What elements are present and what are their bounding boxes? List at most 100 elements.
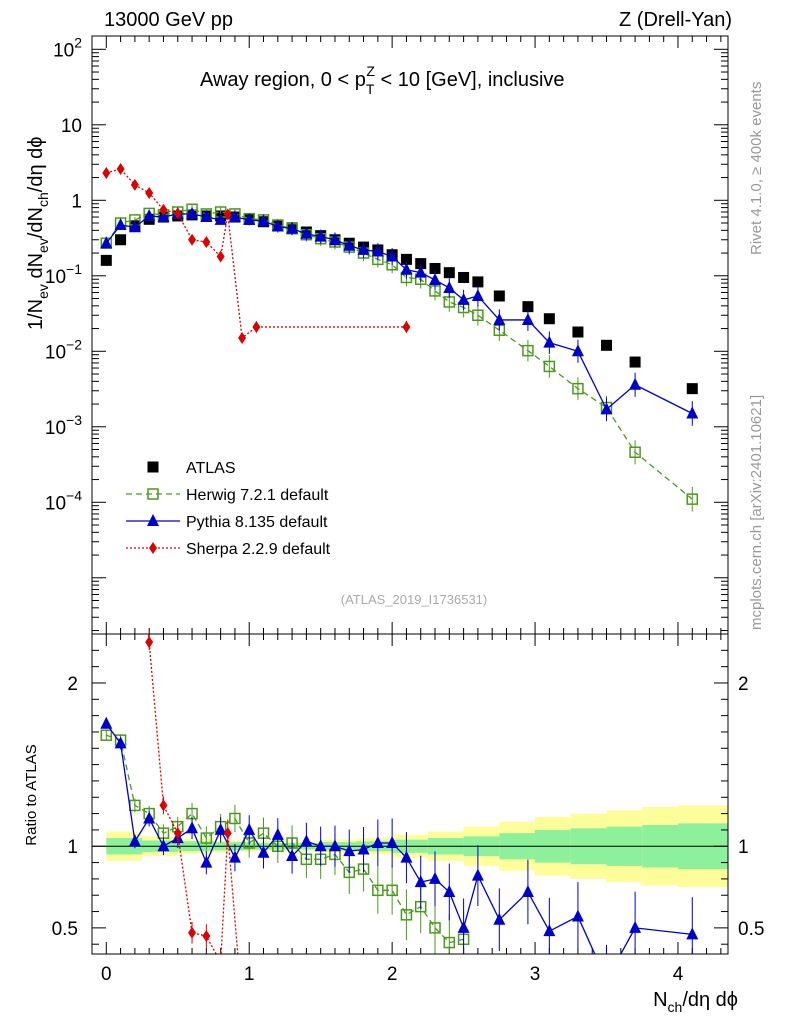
ratio-point xyxy=(114,736,127,749)
main-point xyxy=(286,221,299,234)
main-point xyxy=(100,236,113,249)
ratio-point xyxy=(300,834,313,847)
ratio-point xyxy=(429,871,442,884)
legend-label-2: Pythia 8.135 default xyxy=(186,514,328,531)
main-point xyxy=(629,356,641,368)
ratio-point xyxy=(357,842,370,855)
main-point xyxy=(686,383,698,395)
main-point xyxy=(458,271,470,283)
main-point xyxy=(343,238,356,251)
main-point xyxy=(216,250,225,263)
main-point xyxy=(328,232,341,245)
ratio-point xyxy=(386,835,399,848)
main-point xyxy=(238,331,247,344)
main-point xyxy=(443,280,456,293)
main-point xyxy=(386,249,399,262)
main-point xyxy=(102,166,111,179)
ratio-point xyxy=(217,956,225,968)
main-point xyxy=(600,402,613,415)
main-point xyxy=(130,178,139,191)
main-point xyxy=(357,242,370,255)
ratio-point xyxy=(571,909,584,922)
ratio-point xyxy=(238,1000,246,1012)
main-point xyxy=(572,326,584,338)
ratio-point xyxy=(186,821,199,834)
main-point xyxy=(543,360,556,373)
main-y-tick-label: 10−4 xyxy=(45,487,82,514)
main-point xyxy=(257,214,270,227)
ratio-point xyxy=(286,849,299,862)
main-point xyxy=(186,206,199,219)
ratio-point xyxy=(200,832,213,844)
main-point xyxy=(457,292,470,305)
legend-label-3: Sherpa 2.2.9 default xyxy=(186,541,331,558)
legend-marker xyxy=(147,488,159,500)
main-point xyxy=(472,276,484,288)
ratio-y-tick-label: 0.5 xyxy=(52,919,78,940)
ratio-point xyxy=(386,884,398,897)
main-point xyxy=(443,267,455,279)
main-y-tick-label: 1 xyxy=(71,191,82,212)
main-point xyxy=(228,210,241,223)
ratio-panel-frame xyxy=(91,633,729,955)
ratio-y-tick-label-right: 2 xyxy=(738,674,749,695)
main-line-2 xyxy=(105,213,693,415)
ratio-point xyxy=(145,636,154,649)
plot-title: Away region, 0 < pTZ < 10 [GeV], inclusi… xyxy=(200,63,565,97)
ratio-point xyxy=(471,868,484,881)
main-point xyxy=(686,406,699,419)
ratio-point xyxy=(457,920,470,933)
main-y-tick-label: 10−3 xyxy=(45,412,82,439)
main-point xyxy=(471,288,484,301)
ratio-point xyxy=(188,926,197,939)
ratio-point xyxy=(223,827,232,840)
ratio-point xyxy=(328,839,341,852)
main-point xyxy=(128,220,141,233)
ratio-point xyxy=(314,839,327,852)
main-point xyxy=(522,301,534,313)
main-point xyxy=(543,313,555,325)
main-point xyxy=(314,229,327,242)
x-tick-label: 3 xyxy=(530,964,541,985)
ratio-point xyxy=(493,912,506,925)
analysis-watermark: (ATLAS_2019_I1736531) xyxy=(341,592,487,607)
main-y-tick-label: 102 xyxy=(53,34,82,61)
ratio-point xyxy=(429,922,441,934)
ratio-point xyxy=(228,850,241,863)
ratio-point xyxy=(159,799,168,812)
x-tick-label: 1 xyxy=(244,964,255,985)
ratio-point xyxy=(243,822,256,835)
ratio-point xyxy=(252,999,260,1011)
main-point xyxy=(493,290,505,302)
main-y-tick-label: 10 xyxy=(61,116,82,137)
legend-marker xyxy=(147,514,159,526)
main-point xyxy=(400,253,412,265)
ratio-point xyxy=(229,812,241,825)
ratio-point xyxy=(521,884,534,897)
main-series-layer xyxy=(100,162,699,512)
legend: ATLAS Herwig 7.2.1 default Pythia 8.135 de… xyxy=(126,460,331,558)
main-point xyxy=(159,203,168,216)
ratio-point xyxy=(100,716,113,729)
legend-marker xyxy=(147,461,159,473)
process-label: Z (Drell-Yan) xyxy=(619,9,732,31)
ratio-point xyxy=(143,811,156,824)
ratio-point xyxy=(100,729,113,741)
ratio-y-tick-label-right: 1 xyxy=(738,837,749,858)
ratio-point xyxy=(157,839,170,852)
main-point xyxy=(414,265,427,278)
main-point xyxy=(223,208,232,221)
main-point xyxy=(200,210,213,223)
ratio-point xyxy=(128,834,141,847)
rivet-version-label: Rivet 4.1.0, ≥ 400k events xyxy=(748,82,765,255)
main-point xyxy=(686,493,699,505)
main-point xyxy=(202,236,211,249)
ratio-point xyxy=(414,875,427,888)
ratio-line-3 xyxy=(147,634,239,954)
main-y-tick-label: 10−1 xyxy=(45,261,82,288)
ratio-point xyxy=(200,855,213,868)
main-point xyxy=(402,320,411,333)
ratio-point xyxy=(443,936,456,949)
ratio-point xyxy=(173,827,182,840)
